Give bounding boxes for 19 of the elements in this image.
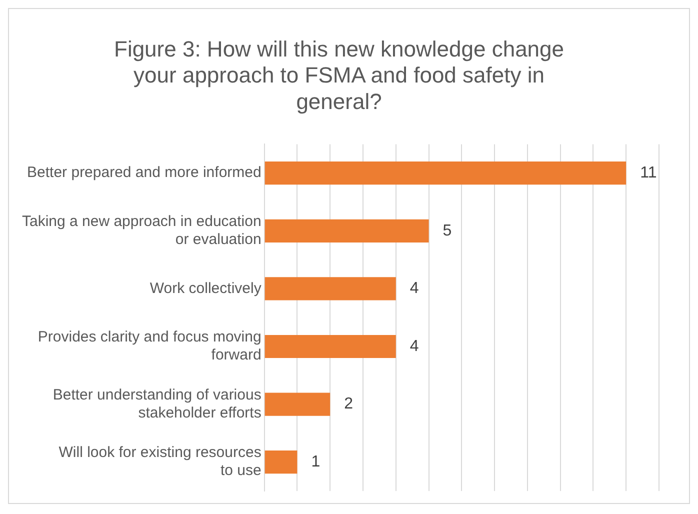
bar	[264, 334, 396, 358]
data-label: 4	[410, 280, 419, 298]
data-label: 4	[410, 338, 419, 355]
data-label: 11	[640, 164, 657, 182]
data-label: 5	[442, 222, 452, 240]
bar	[264, 450, 298, 474]
y-tick-label: Better prepared and more informed	[27, 164, 262, 182]
y-tick-label: Taking a new approach in education or evaluation	[22, 213, 262, 248]
y-tick-label: Better understanding of various stakeholder efforts	[52, 386, 262, 422]
bar	[264, 219, 429, 242]
data-label: 2	[344, 396, 354, 413]
chart-title: Figure 3: How will this new knowledge change your approach to FSMA and food safety in general?	[114, 36, 564, 114]
y-tick-label: Provides clarity and focus moving forward	[38, 328, 262, 364]
y-tick-label: Work collectively	[150, 280, 262, 297]
bar	[264, 277, 396, 300]
bar	[264, 392, 330, 416]
bar	[264, 162, 626, 185]
data-label: 1	[311, 454, 320, 471]
y-tick-label: Will look for existing resources to use	[58, 444, 262, 480]
